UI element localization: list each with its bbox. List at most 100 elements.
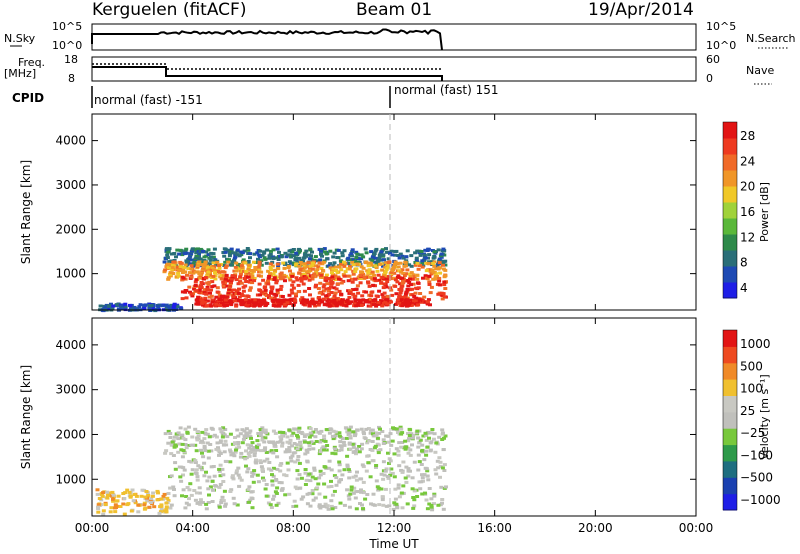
velocity-cell bbox=[233, 436, 237, 439]
power-cell bbox=[290, 274, 295, 278]
velocity-cell bbox=[404, 480, 409, 484]
power-cell bbox=[317, 272, 322, 276]
velocity-cell bbox=[322, 437, 327, 441]
velocity-cell bbox=[357, 450, 362, 454]
velocity-colorbar-swatch bbox=[723, 362, 737, 380]
power-cell bbox=[253, 268, 258, 271]
velocity-cell bbox=[361, 480, 366, 484]
velocity-colorbar-frame bbox=[722, 329, 738, 511]
time-xtick-label: 04:00 bbox=[175, 521, 210, 535]
velocity-cell bbox=[271, 429, 276, 433]
power-cell bbox=[132, 305, 137, 309]
power-cell bbox=[287, 264, 291, 268]
power-cell bbox=[382, 282, 387, 286]
velocity-cell bbox=[428, 441, 433, 445]
velocity-cell bbox=[305, 502, 310, 506]
power-cell bbox=[232, 258, 237, 262]
velocity-cell bbox=[348, 425, 353, 429]
nsearch-tick-bottom: 10^0 bbox=[706, 39, 736, 52]
velocity-cell bbox=[298, 430, 303, 434]
power-cell bbox=[195, 265, 200, 269]
power-cell bbox=[349, 277, 354, 281]
power-cell bbox=[399, 284, 404, 288]
velocity-cell bbox=[390, 439, 395, 443]
velocity-cell bbox=[207, 475, 212, 479]
power-cell bbox=[287, 293, 292, 297]
power-cell bbox=[239, 281, 244, 285]
velocity-cell bbox=[298, 442, 303, 446]
power-cell bbox=[337, 289, 342, 293]
power-cell bbox=[256, 265, 261, 269]
power-cell bbox=[226, 291, 231, 295]
power-cell bbox=[219, 277, 224, 281]
velocity-cell bbox=[172, 445, 177, 449]
power-cell bbox=[206, 270, 211, 274]
power-cell bbox=[326, 302, 331, 306]
power-cell bbox=[183, 263, 188, 267]
velocity-cell bbox=[270, 479, 275, 483]
velocity-cell bbox=[180, 455, 185, 459]
power-cell bbox=[291, 280, 296, 284]
velocity-cell bbox=[309, 433, 314, 437]
velocity-cell bbox=[95, 492, 100, 496]
velocity-cell bbox=[244, 427, 249, 431]
power-cell bbox=[310, 250, 314, 254]
velocity-cell bbox=[317, 452, 322, 456]
power-cell bbox=[428, 291, 433, 295]
power-cell bbox=[382, 291, 387, 295]
velocity-cell bbox=[164, 505, 169, 509]
power-cell bbox=[359, 257, 364, 261]
velocity-cell bbox=[418, 487, 423, 491]
velocity-cell bbox=[234, 446, 239, 450]
velocity-cell bbox=[304, 448, 309, 452]
power-cell bbox=[331, 264, 336, 268]
velocity-cell bbox=[247, 454, 252, 458]
velocity-cell bbox=[374, 434, 379, 437]
power-cell bbox=[225, 294, 230, 298]
power-cell bbox=[416, 303, 421, 307]
velocity-cell bbox=[197, 501, 202, 504]
power-cell bbox=[175, 248, 180, 252]
power-cell bbox=[300, 296, 305, 300]
velocity-cell bbox=[206, 449, 211, 453]
power-cell bbox=[432, 264, 437, 268]
velocity-cell bbox=[251, 480, 256, 484]
power-cell bbox=[320, 292, 325, 296]
velocity-cell bbox=[360, 442, 365, 446]
power-cell bbox=[355, 284, 360, 288]
velocity-cell bbox=[295, 477, 300, 481]
power-cell bbox=[437, 276, 442, 280]
velocity-cell bbox=[179, 479, 184, 483]
power-cell bbox=[193, 280, 198, 284]
velocity-cell bbox=[249, 444, 253, 448]
power-cell bbox=[181, 268, 186, 272]
power-colorbar-swatch bbox=[723, 154, 737, 171]
velocity-cell bbox=[261, 476, 265, 480]
power-cell bbox=[376, 300, 381, 304]
velocity-colorbar-swatch bbox=[723, 460, 737, 478]
power-cell bbox=[426, 260, 431, 264]
velocity-cell bbox=[384, 434, 389, 438]
power-cell bbox=[295, 278, 300, 282]
velocity-cell bbox=[115, 499, 120, 503]
power-cell bbox=[440, 249, 445, 253]
power-cell bbox=[240, 251, 245, 255]
power-cell bbox=[370, 259, 375, 263]
power-cell bbox=[332, 251, 337, 255]
power-cell bbox=[317, 261, 322, 265]
power-cell bbox=[405, 268, 410, 272]
power-cell bbox=[414, 296, 419, 300]
power-cell bbox=[188, 290, 192, 294]
velocity-cell bbox=[352, 486, 357, 490]
power-cell bbox=[178, 248, 183, 252]
power-colorbar-frame bbox=[722, 121, 738, 299]
velocity-cell bbox=[162, 492, 167, 496]
velocity-cell bbox=[215, 441, 220, 445]
power-cell bbox=[399, 295, 404, 299]
velocity-cell bbox=[188, 482, 193, 486]
velocity-cell bbox=[432, 432, 437, 436]
velocity-cell bbox=[444, 485, 448, 489]
power-cell bbox=[344, 300, 349, 303]
power-cell bbox=[426, 247, 431, 251]
velocity-cell bbox=[221, 473, 226, 477]
